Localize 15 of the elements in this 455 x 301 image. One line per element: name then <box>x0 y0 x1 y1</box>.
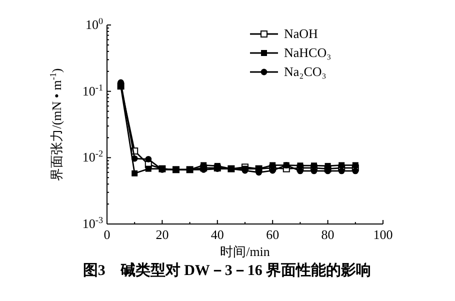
x-tick-label: 0 <box>104 227 110 242</box>
x-tick-label: 20 <box>156 227 169 242</box>
x-tick-label: 100 <box>373 227 393 242</box>
x-tick-label: 40 <box>210 227 224 242</box>
legend-label: NaHCO₃ <box>284 45 332 60</box>
x-axis-title: 时间/min <box>220 244 270 259</box>
x-tick-label: 60 <box>266 227 280 242</box>
x-tick-label: 80 <box>321 227 334 242</box>
legend-label: NaOH <box>284 26 318 41</box>
legend-label: Na₂CO₃ <box>284 64 326 79</box>
y-tick-label: 10$^{-1}$ <box>82 82 103 98</box>
y-tick-label: 10$^{0}$ <box>85 16 104 32</box>
y-tick-label: 10$^{-3}$ <box>82 215 104 231</box>
y-tick-label: 10$^{-2}$ <box>82 148 104 165</box>
caption: 图3 碱类型对 DW－3－16 界面性能的影响 <box>82 262 372 279</box>
